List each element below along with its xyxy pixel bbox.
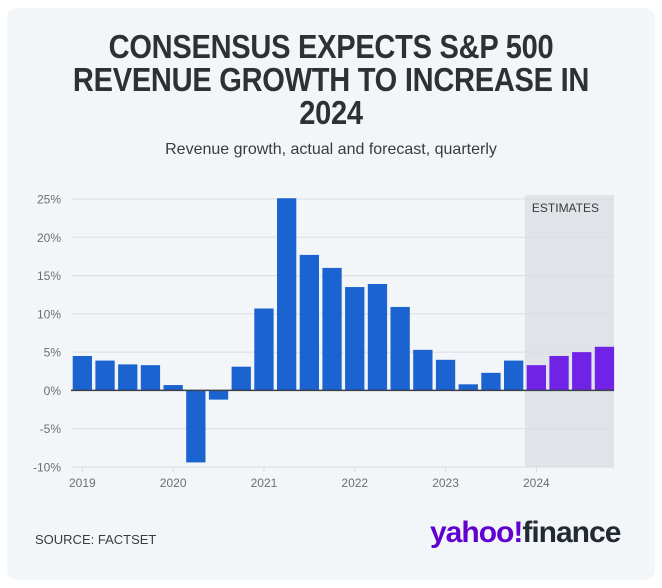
x-tick-label: 2024 (523, 476, 550, 490)
bar-actual (231, 366, 251, 391)
chart-title: CONSENSUS EXPECTS S&P 500 REVENUE GROWTH… (40, 30, 623, 129)
title-line-3: 2024 (299, 94, 363, 131)
title-line-2: REVENUE GROWTH TO INCREASE IN (72, 61, 590, 98)
y-tick-label: 5% (44, 346, 62, 360)
bar-estimate (594, 346, 615, 391)
bar-estimate (526, 365, 546, 391)
bar-actual (345, 287, 365, 391)
estimates-band (524, 195, 614, 467)
logo-finance: finance (522, 516, 621, 549)
x-tick-label: 2022 (341, 476, 368, 490)
bar-actual (208, 390, 229, 400)
bar-actual (322, 267, 342, 391)
x-tick-label: 2020 (160, 476, 187, 490)
bar-actual (163, 385, 183, 391)
bar-actual (435, 359, 456, 391)
y-tick-label: 20% (37, 231, 61, 245)
bar-actual (299, 254, 319, 391)
bar-actual (367, 283, 388, 391)
bar-actual (140, 365, 161, 391)
bar-actual (118, 364, 138, 391)
bar-actual (458, 384, 478, 391)
source-note: SOURCE: FACTSET (35, 532, 157, 547)
bar-estimate (549, 355, 569, 391)
bar-actual (481, 372, 501, 391)
x-tick-label: 2021 (251, 476, 278, 490)
bar-actual (186, 390, 206, 463)
title-line-1: CONSENSUS EXPECTS S&P 500 (108, 28, 554, 65)
bar-actual (254, 308, 274, 391)
bar-actual (504, 360, 524, 391)
bar-actual (277, 198, 297, 391)
bar-estimate (572, 352, 592, 391)
logo-yahoo: yahoo! (430, 516, 523, 549)
x-tick-label: 2023 (432, 476, 459, 490)
y-tick-label: 25% (37, 193, 61, 207)
chart-subtitle: Revenue growth, actual and forecast, qua… (165, 141, 497, 158)
bar-actual (390, 306, 410, 391)
bar-actual (72, 355, 92, 391)
y-tick-label: 15% (37, 269, 61, 283)
bar-actual (413, 349, 433, 391)
y-tick-label: -10% (33, 461, 61, 475)
estimates-label: ESTIMATES (532, 201, 599, 215)
y-tick-label: 0% (44, 384, 62, 398)
bar-actual (95, 360, 115, 391)
y-tick-label: 10% (37, 307, 61, 321)
x-tick-label: 2019 (69, 476, 96, 490)
y-tick-label: -5% (40, 422, 62, 436)
yahoo-finance-logo: yahoo!finance (430, 516, 621, 550)
